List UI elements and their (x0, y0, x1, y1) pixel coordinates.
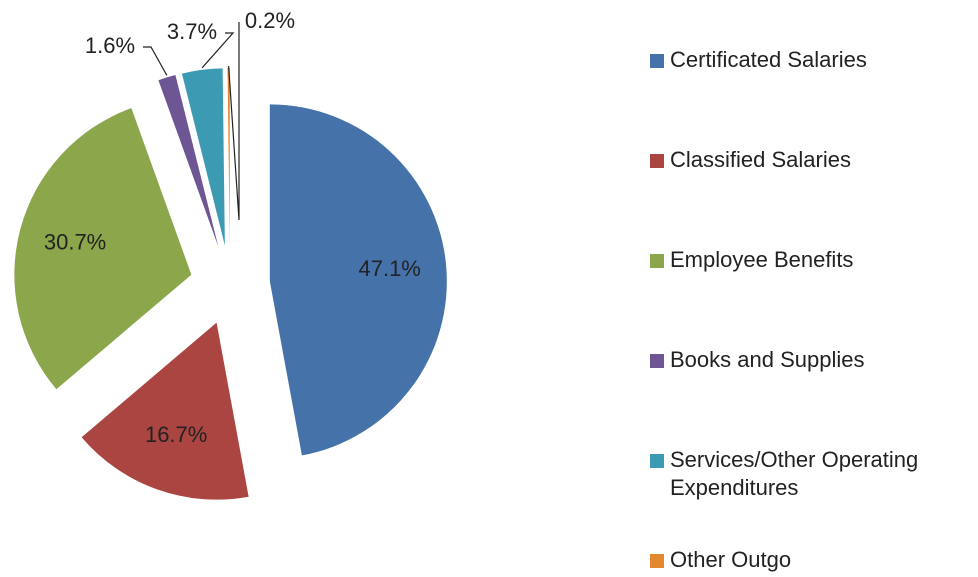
chart: 47.1% 16.7% 30.7% 1.6% 3.7% 0.2% (14, 8, 447, 500)
pie-slice (181, 68, 225, 246)
data-label: 0.2% (245, 8, 295, 33)
pie-slice (158, 75, 219, 247)
legend-item: Certificated Salaries (650, 46, 978, 74)
data-label: 1.6% (85, 33, 135, 58)
legend-item: Services/Other Operating Expenditures (650, 446, 978, 502)
data-label: 3.7% (167, 19, 217, 44)
legend-swatch (650, 354, 664, 368)
legend-swatch (650, 154, 664, 168)
legend-swatch (650, 54, 664, 68)
legend-swatch (650, 554, 664, 568)
data-label: 47.1% (358, 256, 420, 281)
legend-label: Other Outgo (670, 547, 792, 572)
legend-label: Employee Benefits (670, 247, 854, 272)
legend-item: Employee Benefits (650, 246, 978, 274)
pie-slice (269, 104, 447, 456)
legend-label: Certificated Salaries (670, 47, 867, 72)
legend-item: Other Outgo (650, 546, 978, 574)
legend-swatch (650, 454, 664, 468)
pie-slice (81, 322, 249, 500)
legend-label: Services/Other Operating Expenditures (670, 447, 919, 500)
legend-item: Classified Salaries (650, 146, 978, 174)
legend-swatch (650, 254, 664, 268)
leader-line (143, 46, 168, 76)
pie-slice (14, 108, 192, 390)
pie-slice (227, 68, 230, 246)
legend-label: Books and Supplies (670, 347, 865, 372)
leader-line (228, 22, 240, 221)
leader-line (201, 32, 235, 69)
data-label: 30.7% (44, 229, 106, 254)
data-label: 16.7% (145, 422, 207, 447)
legend-label: Classified Salaries (670, 147, 851, 172)
legend-item: Books and Supplies (650, 346, 978, 374)
